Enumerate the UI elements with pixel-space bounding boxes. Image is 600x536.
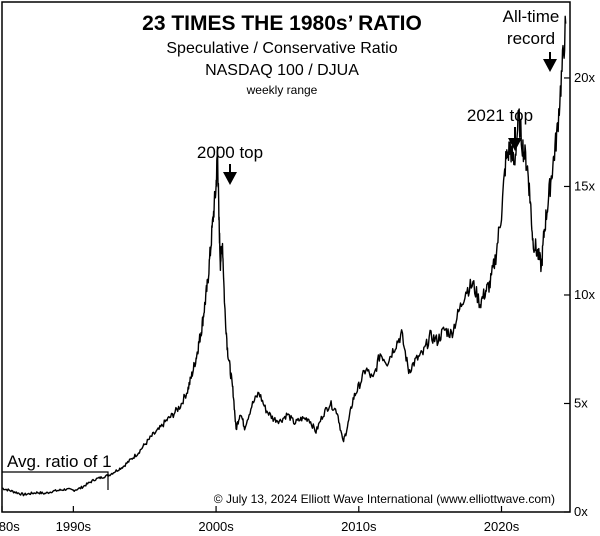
- record-label-line2: record: [507, 29, 555, 48]
- ratio-series-line: [2, 15, 567, 497]
- y-tick-label: 10x: [574, 287, 595, 302]
- top-2000-label: 2000 top: [197, 143, 263, 162]
- y-tick-label: 0x: [574, 504, 588, 519]
- y-tick-label: 15x: [574, 178, 595, 193]
- chart-subtitle: Speculative / Conservative Ratio: [166, 40, 397, 57]
- avg-ratio-bracket: [2, 471, 109, 490]
- chart-note: weekly range: [246, 83, 318, 97]
- copyright-text: © July 13, 2024 Elliott Wave Internation…: [214, 492, 555, 506]
- chart-title: 23 TIMES THE 1980s’ RATIO: [142, 12, 422, 35]
- y-tick-label: 5x: [574, 395, 588, 410]
- series-name: NASDAQ 100 / DJUA: [205, 62, 359, 79]
- top-2021-arrow-icon: [508, 138, 522, 151]
- plot-frame: [1, 1, 571, 513]
- series-group: [2, 15, 567, 497]
- x-axis: 1980s 1990s 2000s 2010s 2020s: [0, 506, 520, 534]
- x-tick-label: 2000s: [198, 519, 234, 534]
- avg-ratio-annotation: Avg. ratio of 1: [2, 452, 112, 490]
- top-2021-annotation: 2021 top: [467, 106, 533, 151]
- top-2000-arrow-icon: [223, 172, 237, 185]
- record-arrow-icon: [543, 59, 557, 72]
- y-axis: 0x 5x 10x 15x 20x: [564, 70, 595, 519]
- top-2000-annotation: 2000 top: [197, 143, 263, 185]
- x-tick-label: 2020s: [484, 519, 520, 534]
- x-tick-label: 2010s: [341, 519, 377, 534]
- avg-ratio-label: Avg. ratio of 1: [7, 452, 112, 471]
- x-tick-label: 1980s: [0, 519, 20, 534]
- record-label-line1: All-time: [503, 7, 560, 26]
- record-annotation: All-time record: [503, 7, 560, 72]
- x-tick-label: 1990s: [56, 519, 92, 534]
- y-tick-label: 20x: [574, 70, 595, 85]
- top-2021-label: 2021 top: [467, 106, 533, 125]
